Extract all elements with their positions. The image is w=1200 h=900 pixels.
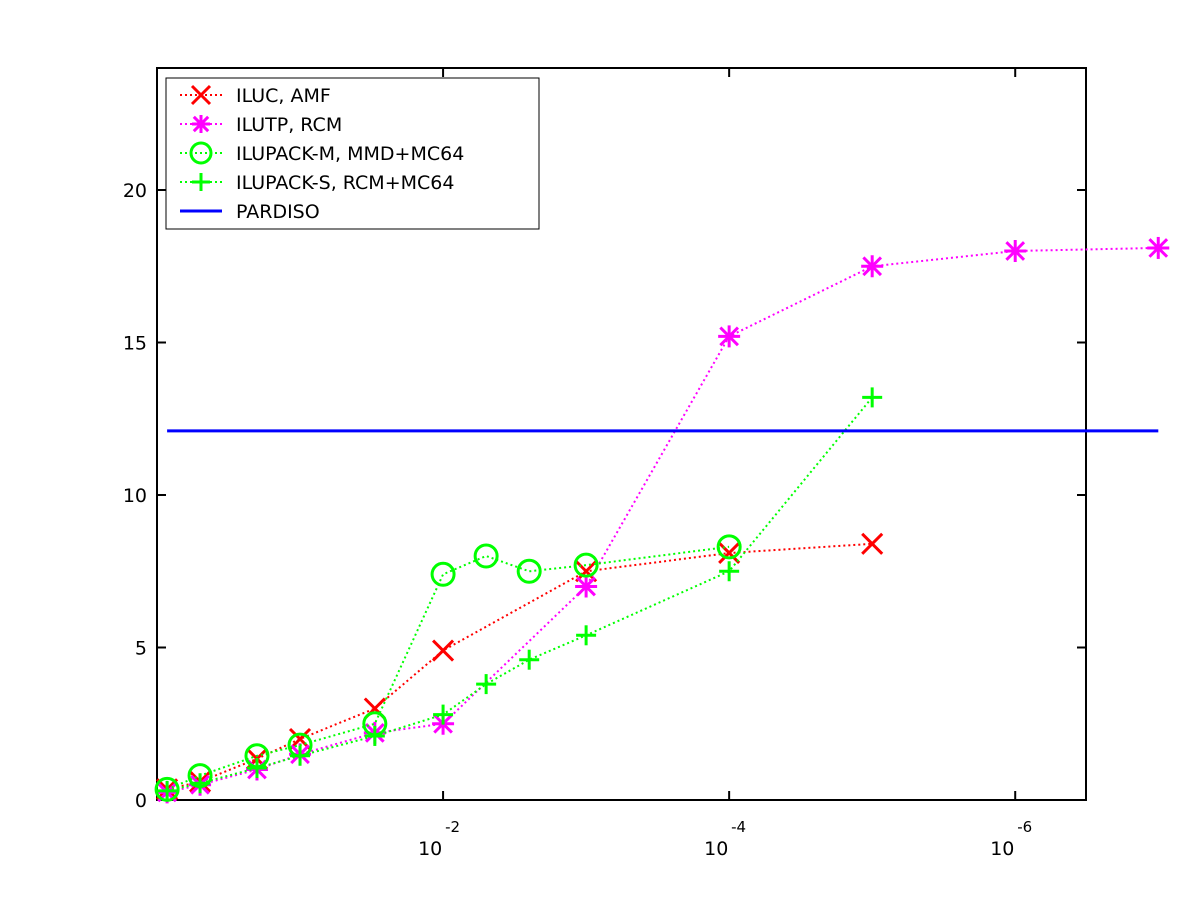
series-line	[166, 545, 730, 791]
x-tick-label-exponent: -2	[445, 818, 460, 836]
marker-x	[190, 84, 212, 106]
legend-box	[165, 77, 540, 230]
x-tick-label-base: 10	[704, 838, 728, 860]
marker-asterisk	[192, 115, 210, 133]
series-group	[157, 387, 883, 801]
marker-circle	[516, 558, 542, 584]
marker-asterisk	[862, 256, 883, 277]
x-tick-label-base: 10	[418, 838, 442, 860]
legend-label: ILUPACK-S, RCM+MC64	[236, 172, 454, 194]
marker-x	[718, 541, 741, 565]
legend: ILUC, AMF ILUTP, RCM ILUPACK-M, MMD+MC64 IL…	[165, 77, 540, 230]
marker-circle	[189, 141, 213, 165]
marker-x	[432, 639, 455, 662]
series-layer	[154, 236, 1170, 804]
marker-circle	[430, 561, 456, 587]
y-tick-label: 20	[123, 180, 147, 202]
legend-label: ILUTP, RCM	[236, 114, 342, 136]
legend-label: ILUPACK-M, MMD+MC64	[236, 143, 464, 165]
marker-circle	[716, 534, 742, 560]
marker-asterisk	[719, 326, 740, 347]
y-tick-label: 5	[135, 638, 147, 660]
x-tick-label-exponent: -4	[731, 818, 746, 836]
marker-x	[861, 532, 884, 555]
marker-circle	[473, 543, 499, 569]
legend-label: ILUC, AMF	[236, 85, 331, 107]
x-tick-label-exponent: -6	[1017, 818, 1032, 836]
y-tick-label: 15	[123, 333, 147, 355]
x-tick-label-base: 10	[990, 838, 1014, 860]
marker-asterisk	[576, 576, 596, 597]
y-tick-label: 0	[135, 790, 147, 812]
legend-label: PARDISO	[236, 201, 320, 223]
marker-asterisk	[1005, 241, 1026, 261]
marker-asterisk	[1148, 238, 1169, 258]
y-tick-label: 10	[123, 485, 147, 507]
marker-circle	[573, 552, 599, 578]
